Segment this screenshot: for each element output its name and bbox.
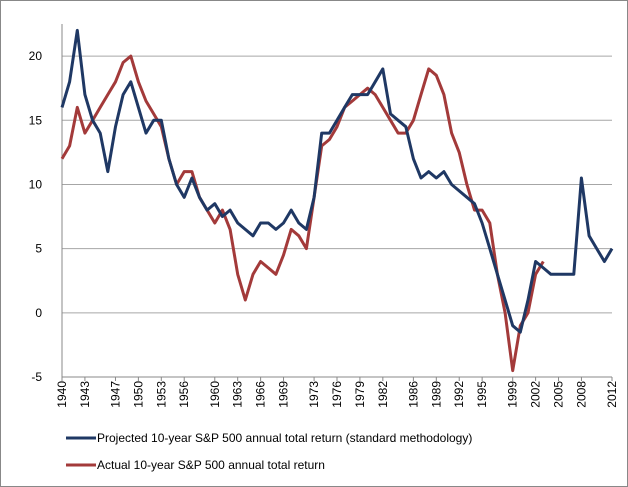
legend-label: Actual 10-year S&P 500 annual total retu… [97, 458, 325, 472]
x-tick-label: 1999 [506, 381, 520, 408]
x-tick-label: 1992 [452, 381, 466, 408]
x-tick-label: 2008 [574, 381, 588, 408]
x-tick-label: 1963 [231, 381, 245, 408]
x-tick-label: 1943 [78, 381, 92, 408]
x-tick-label: 2012 [605, 381, 619, 408]
x-tick-label: 1940 [55, 381, 69, 408]
x-tick-label: 1979 [353, 381, 367, 408]
y-tick-label: 5 [35, 242, 42, 256]
y-tick-label: 10 [29, 177, 43, 191]
x-tick-label: 1986 [406, 381, 420, 408]
legend-label: Projected 10-year S&P 500 annual total r… [97, 431, 472, 445]
x-tick-label: 1982 [376, 381, 390, 408]
series-line [60, 54, 545, 373]
x-tick-label: 1950 [131, 381, 145, 408]
x-tick-label: 1960 [208, 381, 222, 408]
x-tick-label: 1995 [475, 381, 489, 408]
y-tick-label: 0 [35, 306, 42, 320]
x-tick-label: 1947 [108, 381, 122, 408]
x-tick-label: 2005 [552, 381, 566, 408]
y-tick-label: -5 [31, 370, 42, 384]
series-line [60, 28, 614, 334]
x-tick-label: 1953 [154, 381, 168, 408]
x-tick-label: 1956 [177, 381, 191, 408]
y-tick-label: 20 [29, 49, 43, 63]
y-tick-label: 15 [29, 113, 43, 127]
x-tick-label: 1966 [254, 381, 268, 408]
x-tick-label: 1973 [307, 381, 321, 408]
x-tick-label: 1969 [277, 381, 291, 408]
x-tick-label: 2002 [529, 381, 543, 408]
x-tick-label: 1989 [429, 381, 443, 408]
x-tick-label: 1976 [330, 381, 344, 408]
